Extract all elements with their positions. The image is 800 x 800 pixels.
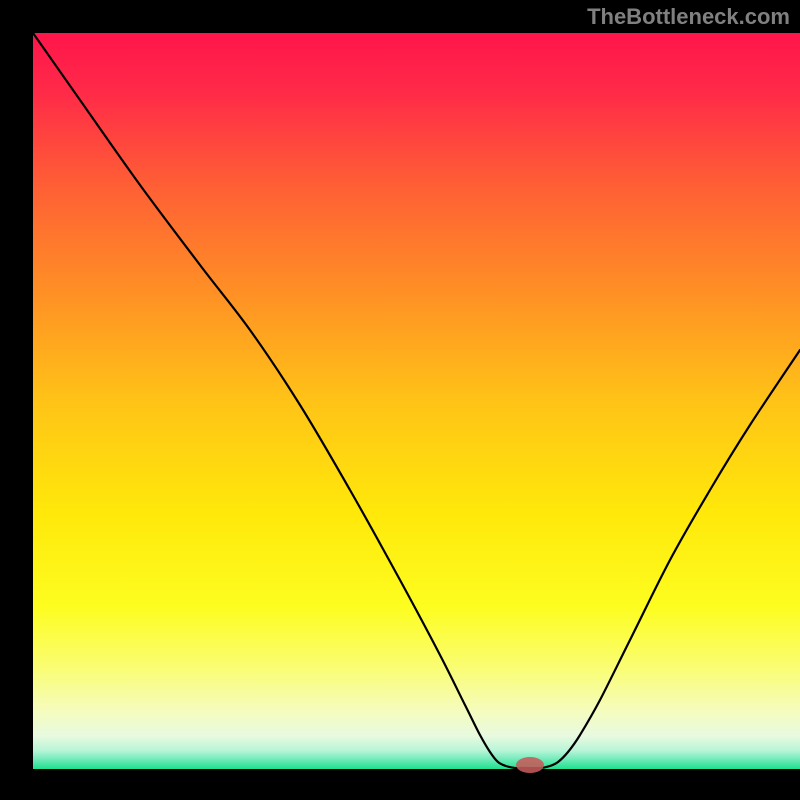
- chart-svg: [0, 0, 800, 800]
- bottleneck-chart: TheBottleneck.com: [0, 0, 800, 800]
- optimal-marker: [516, 757, 544, 773]
- watermark-text: TheBottleneck.com: [587, 4, 790, 30]
- plot-area: [33, 33, 800, 769]
